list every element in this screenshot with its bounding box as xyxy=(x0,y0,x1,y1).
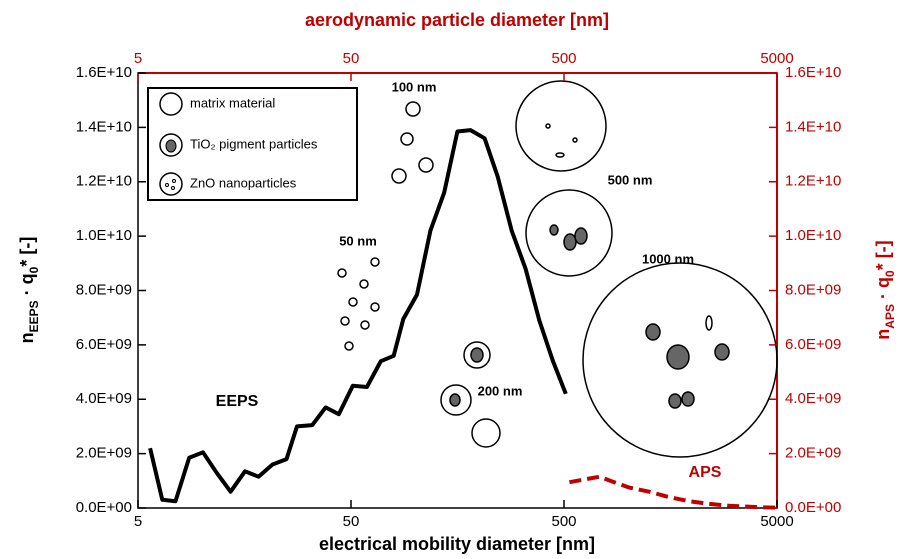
y2-label-part: n xyxy=(873,329,893,340)
y2-tick-label: 2.0E+09 xyxy=(785,445,841,462)
particle xyxy=(556,153,564,157)
legend-text: TiO₂ pigment particles xyxy=(190,136,318,151)
y2-label-part: · q xyxy=(873,277,893,304)
particle xyxy=(667,345,689,369)
chart: aerodynamic particle diameter [nm] elect… xyxy=(0,0,905,559)
particle xyxy=(371,258,379,266)
annotation: 500 nm xyxy=(608,172,653,187)
y-tick-label: 1.6E+10 xyxy=(76,64,132,81)
y-tick-label: 1.2E+10 xyxy=(76,173,132,190)
page: aerodynamic particle diameter [nm] elect… xyxy=(0,0,905,559)
particle xyxy=(646,324,660,340)
x2-tick-label: 500 xyxy=(551,50,576,67)
particle xyxy=(715,344,729,360)
particle xyxy=(526,190,612,276)
legend-text: ZnO nanoparticles xyxy=(190,175,297,190)
particle xyxy=(472,419,500,447)
particle xyxy=(573,138,577,142)
annotation: EEPS xyxy=(216,393,259,410)
particle xyxy=(371,303,379,311)
particle-sketches xyxy=(338,81,777,457)
y2-tick-label: 1.2E+10 xyxy=(785,173,841,190)
particle xyxy=(419,158,433,172)
y2-label-part: * [-] xyxy=(873,240,893,270)
particle xyxy=(471,348,483,362)
legend-text: matrix material xyxy=(190,95,275,110)
particle xyxy=(450,394,460,406)
x2-tick-label: 5 xyxy=(134,50,142,67)
y-tick-label: 1.0E+10 xyxy=(76,227,132,244)
particle xyxy=(338,269,346,277)
series-line xyxy=(569,477,777,508)
y-label-part: EEPS xyxy=(27,300,41,332)
y-tick-label: 1.4E+10 xyxy=(76,118,132,135)
y2-label: nAPS · q0* [-] xyxy=(873,240,897,339)
particle xyxy=(345,342,353,350)
y2-tick-label: 1.0E+10 xyxy=(785,227,841,244)
x-tick-label: 50 xyxy=(343,513,360,530)
y-tick-label: 4.0E+09 xyxy=(76,390,132,407)
particle xyxy=(361,321,369,329)
x-label: electrical mobility diameter [nm] xyxy=(319,534,595,554)
y-label: nEEPS · q0* [-] xyxy=(17,237,41,344)
legend-icon xyxy=(166,140,176,152)
y2-label-part: APS xyxy=(883,304,897,329)
particle xyxy=(341,317,349,325)
y2-tick-label: 6.0E+09 xyxy=(785,336,841,353)
y-tick-label: 0.0E+00 xyxy=(76,499,132,516)
particle xyxy=(406,102,420,116)
particle xyxy=(550,225,558,235)
y-tick-label: 2.0E+09 xyxy=(76,445,132,462)
annotation: 50 nm xyxy=(339,233,377,248)
particle xyxy=(401,133,413,145)
particle xyxy=(564,234,576,250)
particle xyxy=(349,298,357,306)
annotation: 200 nm xyxy=(478,383,523,398)
particle xyxy=(682,392,694,406)
y-label-part: n xyxy=(17,332,37,343)
x-tick-label: 5 xyxy=(134,513,142,530)
particle xyxy=(546,124,550,128)
y2-tick-label: 4.0E+09 xyxy=(785,390,841,407)
annotation: APS xyxy=(689,464,722,481)
particle xyxy=(669,394,681,408)
y2-tick-label: 8.0E+09 xyxy=(785,281,841,298)
legend: matrix material TiO₂ pigment particles Z… xyxy=(148,88,357,200)
x2-tick-label: 50 xyxy=(343,50,360,67)
y2-tick-label: 1.6E+10 xyxy=(785,64,841,81)
y-label-part: · q xyxy=(17,273,37,300)
y-tick-label: 6.0E+09 xyxy=(76,336,132,353)
y2-tick-label: 1.4E+10 xyxy=(785,118,841,135)
particle xyxy=(706,316,712,330)
y-tick-label: 8.0E+09 xyxy=(76,281,132,298)
y-label-part: * [-] xyxy=(17,237,37,267)
annotation: 1000 nm xyxy=(642,251,694,266)
particle xyxy=(360,280,368,288)
x-tick-label: 500 xyxy=(551,513,576,530)
particle xyxy=(392,169,406,183)
x2-label: aerodynamic particle diameter [nm] xyxy=(305,10,609,30)
y2-tick-label: 0.0E+00 xyxy=(785,499,841,516)
particle xyxy=(575,228,587,244)
annotation: 100 nm xyxy=(392,79,437,94)
